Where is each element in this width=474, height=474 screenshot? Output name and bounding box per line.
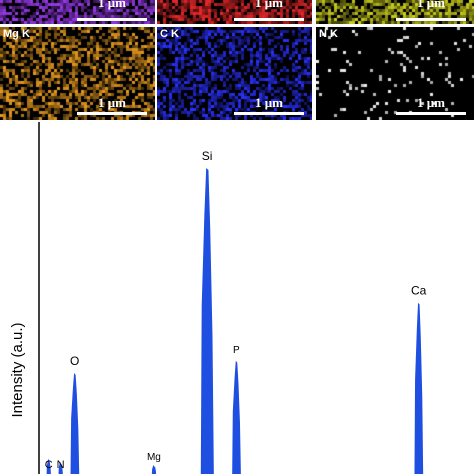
scale-bar (396, 18, 466, 21)
scale-bar-label: 1 μm (417, 0, 445, 10)
peak-labels: C N O Mg Si P Ca (45, 149, 427, 471)
element-map-panel: C K 1 μm (157, 27, 312, 120)
elemental-maps: 1 μm 1 μm 1 μm Mg K 1 μm C K 1 μm N K 1 μm (0, 0, 474, 122)
element-map-panel: 1 μm (0, 0, 155, 24)
spectrum-peak (58, 461, 63, 474)
peak-label-c: C (45, 459, 53, 471)
element-map-panel: N K 1 μm (316, 27, 474, 120)
element-map-label: Mg K (3, 28, 30, 40)
spectrum-peak (46, 458, 51, 474)
scale-bar (234, 18, 304, 21)
scale-bar (77, 18, 147, 21)
scale-bar-label: 1 μm (255, 95, 283, 110)
peak-label-si: Si (202, 149, 213, 163)
spectrum-peak (232, 360, 241, 474)
element-map-image (157, 27, 312, 120)
element-map-image (0, 27, 155, 120)
scale-bar (396, 112, 466, 115)
scale-bar-label: 1 μm (98, 95, 126, 110)
y-axis-label: Intensity (a.u.) (9, 322, 26, 417)
spectrum-peak (151, 464, 157, 474)
scale-bar (77, 112, 147, 115)
peak-label-o: O (70, 354, 79, 368)
eds-spectrum: Intensity (a.u.) C N O Mg Si P Ca (9, 122, 427, 474)
scale-bar-label: 1 μm (417, 95, 445, 110)
scale-bar (234, 112, 304, 115)
element-map-panel: 1 μm (316, 0, 474, 24)
scale-bar-label: 1 μm (255, 0, 283, 10)
spectrum-peak (200, 168, 214, 474)
element-map-label: C K (160, 28, 179, 40)
spectrum-peak (414, 302, 424, 474)
peak-label-n: N (57, 459, 65, 471)
peak-label-ca: Ca (411, 284, 427, 298)
element-map-panel: 1 μm (157, 0, 312, 24)
scale-bar-label: 1 μm (98, 0, 126, 10)
element-map-label: N K (319, 28, 338, 40)
peak-label-p: P (233, 345, 240, 356)
spectrum-peaks (46, 168, 424, 474)
peak-label-mg: Mg (147, 452, 161, 463)
element-map-panel: Mg K 1 μm (0, 27, 155, 120)
spectrum-peak (70, 373, 80, 474)
element-map-image (316, 27, 474, 120)
